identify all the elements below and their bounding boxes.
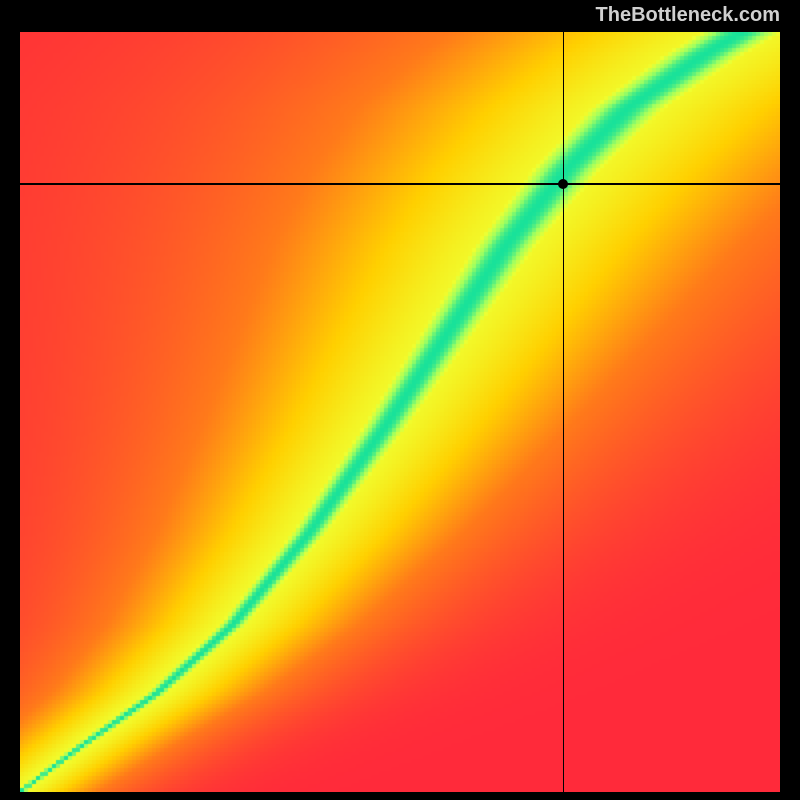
heatmap-canvas — [20, 32, 780, 792]
crosshair-horizontal — [20, 183, 780, 185]
crosshair-vertical — [563, 32, 565, 792]
marker-point — [558, 179, 568, 189]
watermark-text: TheBottleneck.com — [596, 4, 780, 27]
heatmap-plot — [20, 32, 780, 792]
